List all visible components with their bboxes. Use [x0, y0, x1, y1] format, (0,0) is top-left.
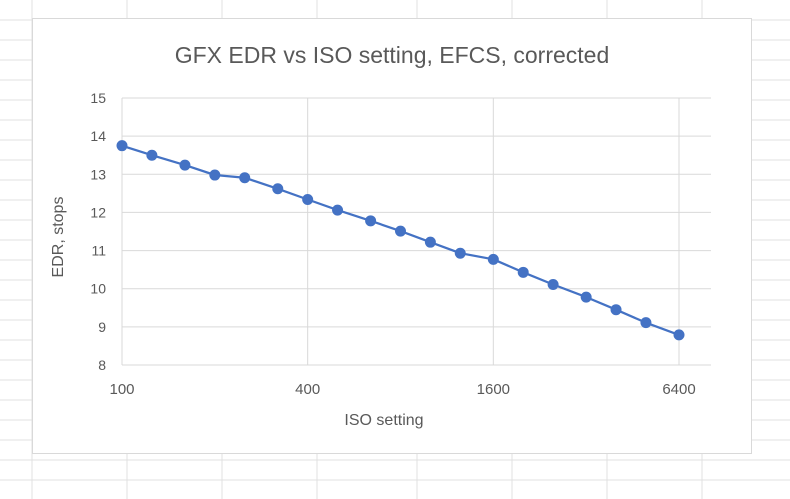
y-tick-label: 8 — [98, 357, 106, 373]
x-tick-label: 6400 — [662, 381, 695, 398]
data-point[interactable] — [332, 204, 344, 216]
x-axis-label: ISO setting — [344, 412, 423, 429]
y-tick-label: 12 — [90, 204, 106, 220]
y-axis-label: EDR, stops — [50, 197, 67, 278]
y-tick-label: 14 — [90, 128, 106, 144]
data-point[interactable] — [580, 291, 592, 303]
data-point[interactable] — [640, 317, 652, 329]
y-tick-label: 15 — [90, 90, 106, 106]
x-tick-label: 400 — [295, 381, 320, 398]
data-point[interactable] — [209, 169, 221, 181]
y-tick-label: 11 — [91, 243, 106, 259]
data-point[interactable] — [547, 279, 559, 291]
y-axis-ticks: 8 9 10 11 12 13 14 15 — [90, 90, 106, 373]
chart-title: GFX EDR vs ISO setting, EFCS, corrected — [175, 42, 610, 68]
line-chart: GFX EDR vs ISO setting, EFCS, corrected … — [50, 42, 711, 429]
data-point[interactable] — [610, 304, 622, 316]
data-point[interactable] — [116, 140, 128, 152]
chart-area[interactable]: GFX EDR vs ISO setting, EFCS, corrected … — [32, 18, 752, 454]
x-tick-label: 100 — [109, 381, 134, 398]
data-point[interactable] — [146, 149, 158, 161]
data-point[interactable] — [673, 329, 685, 341]
y-tick-label: 10 — [90, 281, 106, 297]
x-axis-ticks: 100 400 1600 6400 — [109, 381, 695, 398]
x-tick-label: 1600 — [477, 381, 510, 398]
data-point[interactable] — [424, 236, 436, 248]
data-point[interactable] — [302, 193, 314, 205]
chart-gridlines — [121, 97, 711, 366]
data-point[interactable] — [365, 215, 377, 227]
y-tick-label: 9 — [98, 319, 106, 335]
data-point[interactable] — [487, 253, 499, 265]
data-point[interactable] — [454, 247, 466, 259]
data-point[interactable] — [517, 266, 529, 278]
data-point[interactable] — [395, 225, 406, 237]
data-point[interactable] — [272, 183, 284, 195]
series-group — [116, 140, 685, 341]
data-point[interactable] — [239, 172, 251, 184]
y-tick-label: 13 — [90, 166, 106, 182]
data-point[interactable] — [179, 159, 191, 171]
